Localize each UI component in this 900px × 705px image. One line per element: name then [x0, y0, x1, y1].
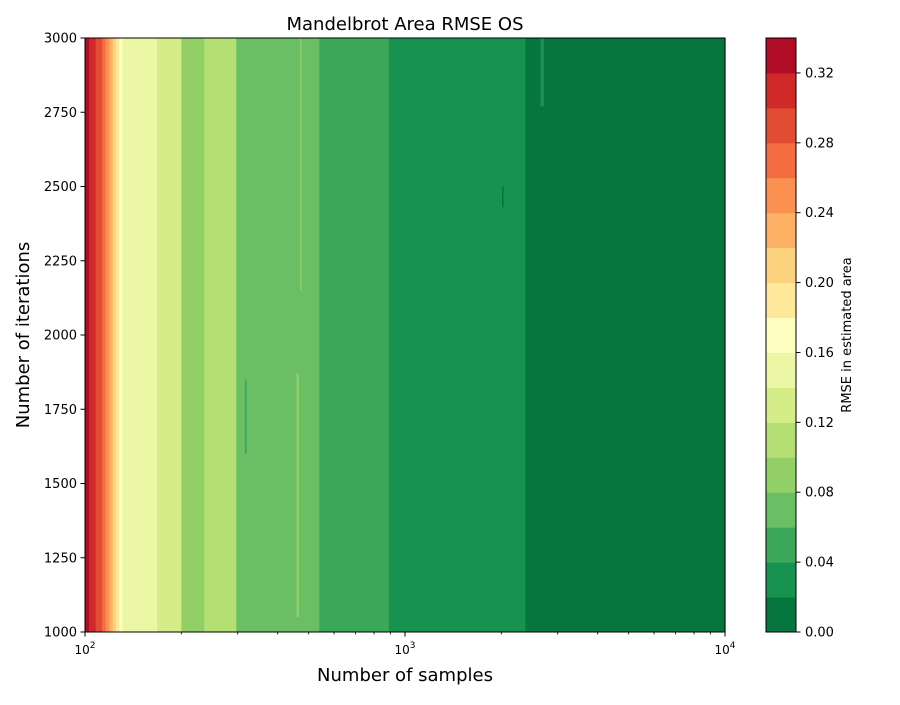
colorbar-swatch-15 [766, 72, 796, 109]
colorbar-tick-label: 0.16 [805, 346, 834, 361]
colorbar-frame [765, 37, 797, 633]
contour-band-16 [388, 38, 527, 632]
contour-band-14 [236, 38, 320, 632]
contour-band-1 [89, 38, 97, 632]
colorbar-swatch-3 [766, 492, 796, 528]
contour-band-7 [116, 38, 120, 632]
contour-band-2 [95, 38, 103, 632]
contour-band-6 [112, 38, 117, 632]
colorbar-label: RMSE in estimated area [840, 257, 855, 412]
x-axis: 102 103 104 [74, 632, 736, 657]
colorbar-swatch-9 [766, 282, 796, 319]
colorbar-swatch-7 [766, 352, 796, 388]
colorbar-swatch-1 [766, 562, 796, 598]
colorbar-swatch-14 [766, 107, 796, 144]
colorbar-tick-label: 0.24 [805, 206, 834, 221]
contour-band-9 [122, 38, 127, 632]
contour-band-15 [319, 38, 390, 632]
contour-band-12 [181, 38, 205, 632]
colorbar: 0.00 0.04 0.08 0.12 0.16 0.20 0.24 0.28 0.32 [766, 38, 834, 641]
y-tick-label: 2500 [44, 180, 77, 195]
y-tick-label: 1500 [44, 477, 77, 492]
chart-title: Mandelbrot Area RMSE OS [287, 14, 524, 35]
contour-band-11 [157, 38, 182, 632]
plot-area [85, 38, 726, 632]
colorbar-tick-label: 0.12 [805, 416, 834, 431]
x-tick-label: 103 [394, 641, 415, 657]
colorbar-tick-label: 0.08 [805, 486, 834, 501]
colorbar-swatch-10 [766, 247, 796, 284]
colorbar-tick-label: 0.20 [805, 276, 834, 291]
y-tick-label: 1750 [44, 403, 77, 418]
y-tick-label: 2250 [44, 254, 77, 269]
colorbar-swatch-12 [766, 177, 796, 214]
contour-band-10 [125, 38, 158, 632]
contour-patch-1 [300, 38, 302, 291]
contour-band-3 [101, 38, 107, 632]
contour-patch-4 [502, 186, 504, 208]
y-tick-label: 1000 [44, 626, 77, 641]
colorbar-swatch-8 [766, 317, 796, 353]
contour-patch-2 [244, 379, 247, 454]
colorbar-swatch-13 [766, 142, 796, 179]
y-tick-label: 2000 [44, 329, 77, 344]
contour-patch-0 [296, 373, 299, 618]
contour-band-5 [109, 38, 114, 632]
colorbar-tick-label: 0.00 [805, 626, 834, 641]
contour-patch-3 [540, 38, 545, 107]
y-axis: 1000 1250 1500 1750 2000 2250 2500 2750 3000 [44, 32, 85, 641]
colorbar-swatch-16 [766, 38, 796, 74]
x-tick-label: 104 [714, 641, 735, 657]
colorbar-tick-label: 0.28 [805, 136, 834, 151]
colorbar-swatch-6 [766, 387, 796, 423]
contour-band-17 [525, 38, 726, 632]
colorbar-swatch-2 [766, 527, 796, 563]
colorbar-tick-label: 0.32 [805, 66, 834, 81]
y-tick-label: 3000 [44, 32, 77, 47]
y-tick-label: 1250 [44, 551, 77, 566]
contour-band-13 [204, 38, 237, 632]
colorbar-swatch-11 [766, 212, 796, 249]
contour-patches [244, 38, 545, 618]
y-axis-label: Number of iterations [13, 242, 34, 429]
contour-band-0 [85, 38, 90, 632]
y-tick-label: 2750 [44, 106, 77, 121]
colorbar-tick-label: 0.04 [805, 556, 834, 571]
x-tick-label: 102 [74, 641, 95, 657]
colorbar-swatch-0 [766, 597, 796, 633]
colorbar-swatch-5 [766, 422, 796, 458]
contour-band-4 [105, 38, 110, 632]
colorbar-swatch-4 [766, 457, 796, 493]
contour-band-8 [119, 38, 124, 632]
x-axis-label: Number of samples [317, 665, 493, 686]
